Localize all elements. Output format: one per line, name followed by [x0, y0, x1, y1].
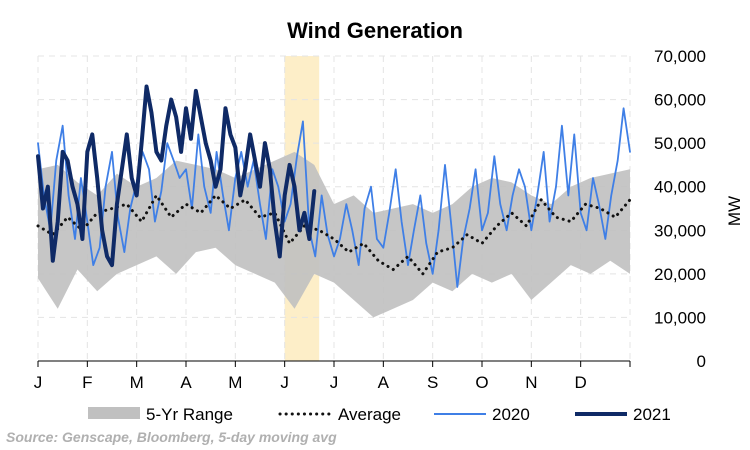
- x-tick-label: N: [525, 373, 537, 392]
- x-tick-label: M: [130, 373, 144, 392]
- legend-label: 5-Yr Range: [146, 405, 233, 424]
- legend-label: Average: [338, 405, 401, 424]
- legend-label: 2020: [492, 405, 530, 424]
- x-tick-label: S: [427, 373, 438, 392]
- legend-item: 2020: [434, 405, 530, 424]
- y-axis-label: MW: [725, 196, 744, 226]
- y-tick-label: 0: [697, 352, 706, 371]
- axes: [37, 360, 631, 367]
- y-tick-label: 10,000: [654, 308, 706, 327]
- x-tick-label: J: [280, 373, 289, 392]
- legend: 5-Yr Range Average 2020 2021: [88, 405, 671, 424]
- legend-label: 2021: [633, 405, 671, 424]
- legend-item: 5-Yr Range: [88, 405, 233, 424]
- y-tick-labels: 0 10,000 20,000 30,000 40,000 50,000 60,000 70,…: [654, 47, 706, 371]
- x-tick-label: J: [330, 373, 339, 392]
- x-tick-label: D: [575, 373, 587, 392]
- x-tick-label: F: [82, 373, 92, 392]
- y-tick-label: 60,000: [654, 91, 706, 110]
- legend-swatch: [88, 407, 140, 419]
- y-tick-label: 40,000: [654, 178, 706, 197]
- x-tick-label: A: [180, 373, 192, 392]
- x-tick-label: J: [34, 373, 43, 392]
- series-2021-line: [36, 84, 317, 268]
- y-tick-label: 20,000: [654, 265, 706, 284]
- legend-item: 2021: [575, 405, 671, 424]
- range-band-layer: [38, 151, 630, 318]
- y-tick-label: 30,000: [654, 221, 706, 240]
- series-lines-layer: [36, 84, 632, 288]
- series-5yr-range-band: [38, 151, 630, 318]
- y-tick-label: 50,000: [654, 134, 706, 153]
- series-average-line: [36, 193, 632, 276]
- chart-title: Wind Generation: [287, 18, 463, 43]
- legend-item: Average: [278, 405, 401, 424]
- y-tick-label: 70,000: [654, 47, 706, 66]
- x-tick-label: O: [475, 373, 488, 392]
- x-tick-label: A: [378, 373, 390, 392]
- source-note: Source: Genscape, Bloomberg, 5-day movin…: [6, 429, 337, 445]
- x-tick-label: M: [228, 373, 242, 392]
